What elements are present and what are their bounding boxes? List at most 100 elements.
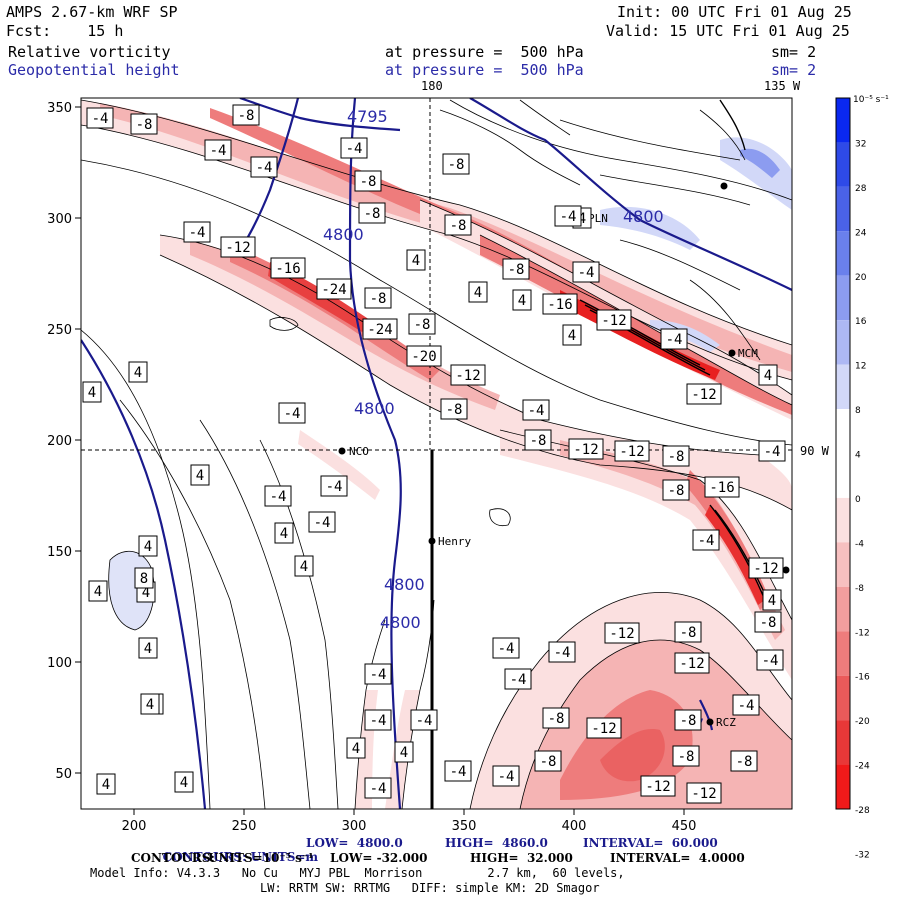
colorbar-label: -28	[855, 806, 870, 816]
x-tick-label: 400	[562, 819, 587, 834]
station-dot	[728, 349, 736, 357]
colorbar-label: -24	[855, 762, 870, 772]
vorticity-label: -12	[586, 717, 622, 739]
colorbar-label: -32	[855, 850, 870, 860]
vorticity-label: -4	[183, 221, 211, 243]
x-tick-label: 200	[122, 819, 147, 834]
station-label: NCO	[349, 445, 369, 458]
colorbar-swatch	[836, 320, 850, 365]
svg-text:-8: -8	[736, 754, 753, 770]
vorticity-label: 4	[294, 555, 314, 577]
svg-text:4: 4	[180, 775, 188, 791]
footer-line1-low: LOW= 4800.0	[306, 836, 403, 850]
footer-model-info-2: LW: RRTM SW: RRTMG DIFF: simple KM: 2D S…	[260, 881, 600, 895]
colorbar-swatch	[836, 675, 850, 721]
vorticity-label: -8	[130, 113, 158, 135]
svg-text:-4: -4	[270, 489, 287, 505]
svg-text:4: 4	[94, 584, 102, 600]
svg-text:-8: -8	[136, 117, 153, 133]
station-dot	[706, 718, 714, 726]
vorticity-label: -12	[748, 557, 784, 579]
vorticity-label: -4	[308, 511, 336, 533]
svg-text:4: 4	[400, 745, 408, 761]
vorticity-label: -8	[730, 750, 758, 772]
colorbar-swatch	[836, 275, 850, 321]
vorticity-label: 8	[134, 567, 154, 589]
vorticity-label: -4	[320, 475, 348, 497]
svg-text:-4: -4	[326, 479, 343, 495]
vorticity-label: -8	[232, 104, 260, 126]
colorbar-label: -8	[855, 584, 864, 594]
footer-line2-high: HIGH= 32.000	[470, 851, 573, 865]
colorbar-label: -20	[855, 717, 870, 727]
station-dot	[782, 566, 790, 574]
colorbar-swatch	[836, 631, 850, 676]
svg-text:-4: -4	[498, 769, 515, 785]
vorticity-label: -8	[662, 445, 690, 467]
vorticity-label: -8	[534, 750, 562, 772]
svg-text:4: 4	[142, 585, 150, 601]
vorticity-label: -4	[554, 205, 582, 227]
svg-text:-16: -16	[709, 480, 734, 496]
svg-text:8: 8	[140, 571, 148, 587]
svg-text:-4: -4	[528, 403, 545, 419]
footer-line1-high: HIGH= 4860.0	[445, 836, 548, 850]
vorticity-label: -4	[278, 402, 306, 424]
vorticity-label: -20	[406, 345, 442, 367]
colorbar-label: 8	[855, 406, 861, 416]
svg-text:-4: -4	[284, 406, 301, 422]
vorticity-label: -12	[596, 309, 632, 331]
svg-text:-16: -16	[275, 261, 300, 277]
model-title: AMPS 2.67-km WRF SP	[6, 3, 178, 21]
svg-text:-8: -8	[238, 108, 255, 124]
colorbar-label: -12	[855, 628, 870, 638]
svg-text:-4: -4	[370, 667, 387, 683]
footer-line1-interval: INTERVAL= 60.000	[583, 836, 718, 850]
station-label: RCZ	[716, 716, 736, 729]
svg-text:-8: -8	[364, 206, 381, 222]
vorticity-label: 4	[274, 522, 294, 544]
footer-model-info: Model Info: V4.3.3 No Cu MYJ PBL Morriso…	[90, 866, 625, 880]
colorbar-swatch	[836, 586, 850, 632]
svg-text:4: 4	[88, 385, 96, 401]
svg-text:-4: -4	[189, 225, 206, 241]
vorticity-label: -12	[686, 383, 722, 405]
vorticity-label: 4	[138, 637, 158, 659]
colorbar-label: 28	[855, 184, 867, 194]
svg-text:-12: -12	[691, 786, 716, 802]
vorticity-label: 4	[82, 381, 102, 403]
svg-text:-4: -4	[738, 698, 755, 714]
svg-text:4: 4	[412, 253, 420, 269]
colorbar-label: 20	[855, 273, 867, 283]
svg-text:4: 4	[764, 368, 772, 384]
svg-text:4: 4	[768, 593, 776, 609]
y-tick-label: 100	[47, 656, 72, 671]
field1-level: at pressure = 500 hPa	[385, 43, 584, 61]
vorticity-label: -12	[686, 782, 722, 804]
vorticity-label: -4	[758, 440, 786, 462]
x-tick-label: 250	[232, 819, 257, 834]
svg-text:-8: -8	[548, 711, 565, 727]
vorticity-label: -12	[220, 236, 256, 258]
vorticity-label: -8	[442, 153, 470, 175]
colorbar-swatch	[836, 453, 850, 498]
svg-text:-8: -8	[760, 615, 777, 631]
colorbar-label: 32	[855, 139, 866, 149]
vorticity-label: -4	[250, 156, 278, 178]
y-tick-label: 350	[47, 101, 72, 116]
dense-contour-region	[579, 99, 771, 606]
vorticity-label: -8	[754, 611, 782, 633]
svg-text:-4: -4	[450, 764, 467, 780]
vorticity-label: -4	[548, 641, 576, 663]
lat-90w-label: 90 W	[800, 444, 830, 458]
field1-name: Relative vorticity	[8, 43, 171, 61]
footer-line2-prefix: CONTOURS:	[131, 851, 220, 865]
colorbar-frame	[835, 97, 851, 810]
vorticity-label: -4	[572, 261, 600, 283]
svg-text:-4: -4	[314, 515, 331, 531]
svg-text:-12: -12	[753, 561, 778, 577]
lon-180-label: 180	[421, 79, 443, 93]
svg-text:-12: -12	[573, 442, 598, 458]
colorbar-swatch	[836, 542, 850, 587]
svg-text:-8: -8	[414, 317, 431, 333]
